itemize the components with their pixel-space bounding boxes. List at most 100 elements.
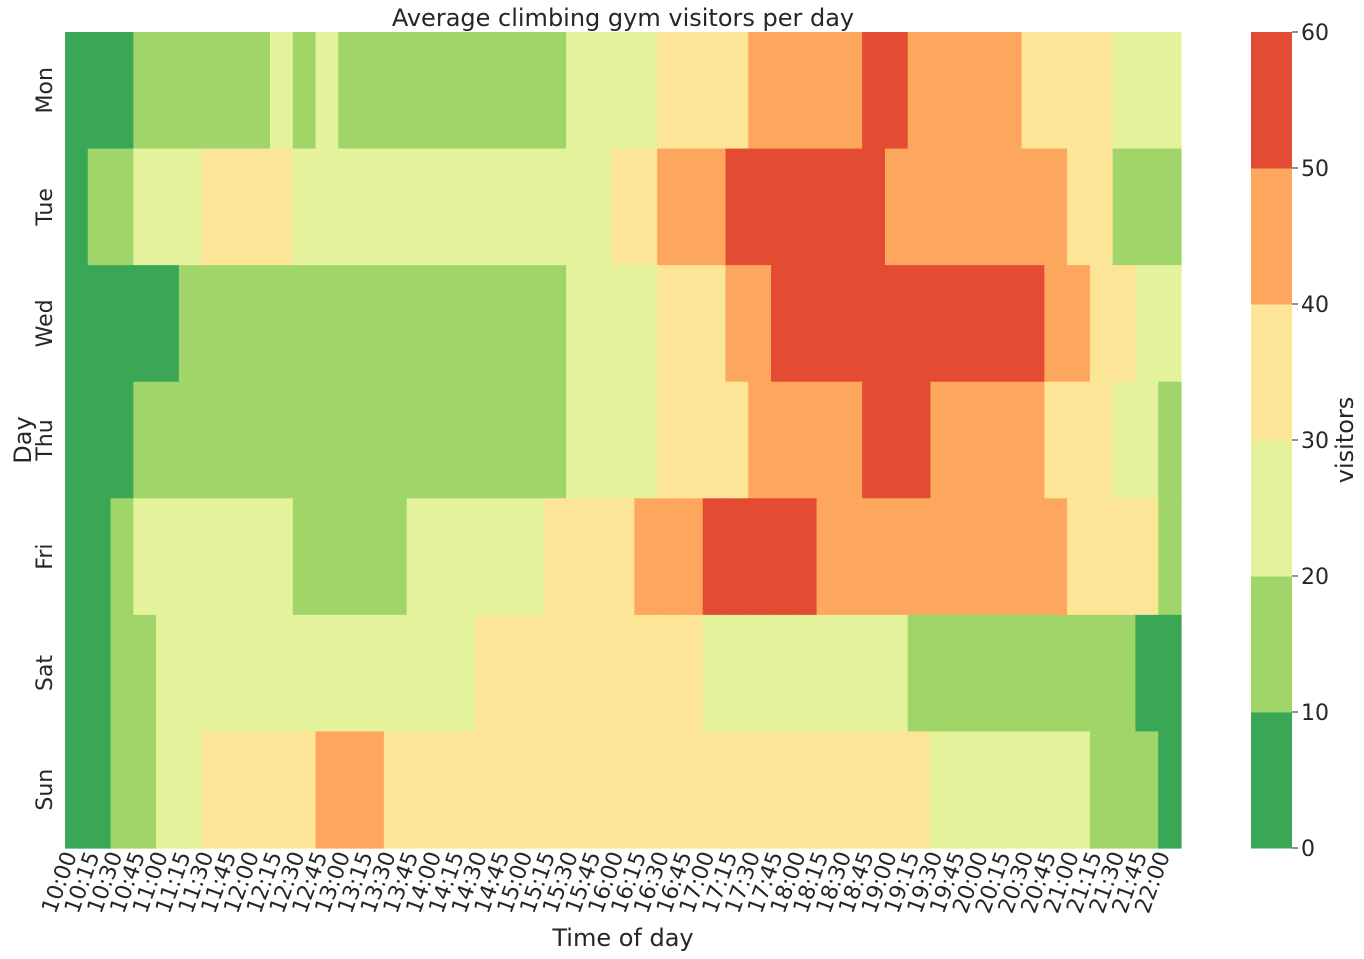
- heatmap-cell: [1158, 148, 1182, 266]
- heatmap-cell: [247, 148, 271, 266]
- heatmap-cell: [611, 614, 635, 733]
- heatmap-cell: [383, 498, 408, 616]
- row-tick-label: Sun: [33, 769, 58, 811]
- heatmap-cell: [930, 614, 954, 733]
- row-tick-label: Mon: [33, 67, 58, 113]
- heatmap-cell: [474, 32, 499, 150]
- heatmap-cell: [657, 731, 681, 849]
- heatmap-cell: [1044, 32, 1068, 150]
- heatmap-cell: [862, 148, 886, 266]
- heatmap-cell: [224, 614, 248, 733]
- heatmap-cell: [247, 381, 271, 499]
- heatmap-cell: [1067, 32, 1091, 150]
- heatmap-cell: [998, 32, 1023, 150]
- heatmap-cell: [748, 731, 772, 849]
- heatmap-cell: [383, 148, 408, 266]
- heatmap-cell: [1089, 498, 1114, 616]
- heatmap-cell: [110, 32, 134, 150]
- heatmap-cell: [361, 614, 385, 733]
- heatmap-cell: [429, 614, 453, 733]
- heatmap-cell: [497, 498, 522, 616]
- heatmap-cell: [361, 265, 385, 383]
- heatmap-cell: [156, 498, 180, 616]
- heatmap-cell: [87, 381, 112, 499]
- heatmap-cell: [292, 32, 317, 150]
- colorbar-tick-label: 40: [1301, 293, 1329, 318]
- column-tick-labels: 10:0010:1510:3010:4511:0011:1511:3011:45…: [37, 849, 1175, 917]
- heatmap-cell: [1158, 498, 1182, 616]
- heatmap-cell: [269, 148, 294, 266]
- heatmap-cell: [679, 731, 704, 849]
- heatmap-cell: [87, 731, 112, 849]
- heatmap-cell: [953, 32, 977, 150]
- heatmap-cell: [338, 381, 362, 499]
- colorbar-segment: [1251, 32, 1292, 169]
- heatmap-cell: [976, 148, 1000, 266]
- heatmap-cell: [292, 381, 317, 499]
- heatmap-cell: [133, 265, 157, 383]
- heatmap-cell: [87, 498, 112, 616]
- heatmap-cell: [543, 148, 567, 266]
- heatmap-cell: [497, 731, 522, 849]
- heatmap-cell: [998, 265, 1023, 383]
- heatmap-cell: [588, 148, 613, 266]
- heatmap-cell: [862, 32, 886, 150]
- heatmap-cell: [315, 731, 339, 849]
- heatmap-cell: [588, 498, 613, 616]
- heatmap-cell: [474, 381, 499, 499]
- heatmap-cell: [634, 148, 658, 266]
- heatmap-cell: [178, 381, 203, 499]
- heatmap-cell: [1112, 32, 1137, 150]
- heatmap-cell: [679, 265, 704, 383]
- heatmap-cell: [1044, 614, 1068, 733]
- heatmap-cell: [1158, 265, 1182, 383]
- heatmap-cell: [566, 32, 590, 150]
- heatmap-cell: [1067, 498, 1091, 616]
- heatmap-cell: [702, 498, 727, 616]
- heatmap-cell: [884, 265, 909, 383]
- heatmap-cell: [1089, 148, 1114, 266]
- heatmap-cell: [884, 381, 909, 499]
- chart-title: Average climbing gym visitors per day: [392, 4, 854, 32]
- heatmap-cell: [907, 614, 932, 733]
- heatmap-cell: [543, 498, 567, 616]
- heatmap-cell: [566, 148, 590, 266]
- heatmap-cell: [748, 265, 772, 383]
- heatmap-cell: [474, 265, 499, 383]
- heatmap-cell: [953, 381, 977, 499]
- heatmap-cell: [520, 381, 544, 499]
- heatmap-cell: [793, 614, 818, 733]
- heatmap-cell: [406, 381, 431, 499]
- heatmap-cell: [178, 731, 203, 849]
- row-tick-labels: Mon Tue Wed Thu Fri Sat Sun: [33, 67, 58, 811]
- heatmap-cell: [292, 498, 317, 616]
- heatmap-cell: [429, 32, 453, 150]
- heatmap-cell: [429, 148, 453, 266]
- heatmap-cell: [748, 614, 772, 733]
- heatmap-cell: [839, 498, 863, 616]
- heatmap-cell: [657, 381, 681, 499]
- heatmap-cell: [406, 731, 431, 849]
- heatmap-cell: [588, 32, 613, 150]
- heatmap-cell: [224, 32, 248, 150]
- heatmap-cell: [793, 498, 818, 616]
- heatmap-cell: [110, 381, 134, 499]
- heatmap-cell: [634, 32, 658, 150]
- heatmap-cell: [406, 614, 431, 733]
- heatmap-cell: [839, 148, 863, 266]
- heatmap-cell: [338, 731, 362, 849]
- heatmap-cell: [771, 381, 795, 499]
- heatmap-cell: [474, 148, 499, 266]
- y-axis-label: Day: [9, 416, 37, 463]
- heatmap-cell: [543, 265, 567, 383]
- heatmap-cell: [884, 731, 909, 849]
- heatmap-cell: [1112, 731, 1137, 849]
- heatmap-cell: [862, 265, 886, 383]
- heatmap-cell: [1067, 381, 1091, 499]
- heatmap-cell: [315, 381, 339, 499]
- heatmap-cell: [87, 32, 112, 150]
- heatmap-cell: [930, 148, 954, 266]
- heatmap-cell: [269, 731, 294, 849]
- colorbar-segment: [1251, 576, 1292, 713]
- heatmap-cell: [588, 381, 613, 499]
